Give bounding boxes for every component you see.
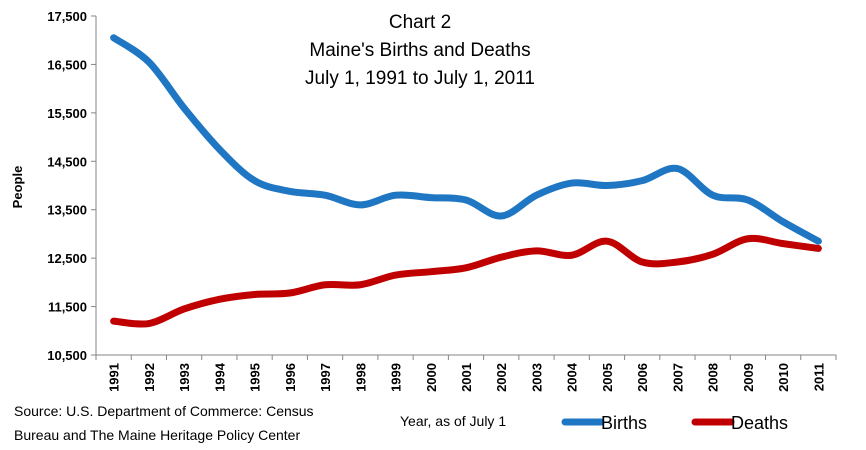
y-tick-label: 15,500 xyxy=(47,106,87,121)
x-tick-label: 2006 xyxy=(635,363,650,392)
x-tick-label: 1999 xyxy=(389,363,404,392)
x-axis-label: Year, as of July 1 xyxy=(400,413,506,429)
x-tick-label: 1991 xyxy=(107,363,122,392)
chart-title: Chart 2 Maine's Births and Deaths July 1… xyxy=(305,12,535,89)
y-tick-label: 17,500 xyxy=(47,9,87,24)
y-tick-label: 14,500 xyxy=(47,154,87,169)
x-tick-label: 1997 xyxy=(318,363,333,392)
x-tick-label: 2002 xyxy=(494,363,509,392)
chart-title-line-1: Chart 2 xyxy=(389,12,451,33)
x-tick-label: 1995 xyxy=(248,363,263,392)
y-axis-label: People xyxy=(10,166,25,209)
x-tick-label: 1998 xyxy=(353,363,368,392)
y-tick-label: 13,500 xyxy=(47,203,87,218)
x-tick-label: 2000 xyxy=(424,363,439,392)
legend-label-deaths: Deaths xyxy=(731,413,788,433)
legend: Births Deaths xyxy=(561,413,788,433)
x-tick-label: 2007 xyxy=(670,363,685,392)
x-tick-label: 1993 xyxy=(177,363,192,392)
chart-title-line-3: July 1, 1991 to July 1, 2011 xyxy=(305,68,535,89)
x-tick-label: 2005 xyxy=(600,363,615,392)
x-tick-label: 1994 xyxy=(212,362,227,392)
x-axis: 1991 1992 1993 1994 1995 1996 1997 1998 1999 2000… xyxy=(95,354,837,392)
x-tick-label: 2010 xyxy=(776,363,791,392)
series-line-deaths xyxy=(110,234,822,328)
x-tick-label: 1996 xyxy=(283,363,298,392)
y-tick-label: 12,500 xyxy=(47,251,87,266)
y-tick-label: 11,500 xyxy=(48,300,87,315)
series-layer xyxy=(110,34,822,328)
x-tick-label: 2003 xyxy=(529,363,544,392)
source-line-2: Bureau and The Maine Heritage Policy Cen… xyxy=(14,427,300,443)
source-line-1: Source: U.S. Department of Commerce: Cen… xyxy=(14,403,314,419)
y-tick-label: 16,500 xyxy=(47,57,87,72)
legend-label-births: Births xyxy=(601,413,647,433)
x-tick-label: 2001 xyxy=(459,363,474,392)
x-tick-label: 2004 xyxy=(565,362,580,392)
chart-title-line-2: Maine's Births and Deaths xyxy=(309,40,530,61)
x-tick-label: 1992 xyxy=(142,363,157,392)
y-axis: 10,500 11,500 12,500 13,500 14,500 15,500 16,5… xyxy=(47,9,97,363)
y-tick-label: 10,500 xyxy=(47,348,87,363)
x-tick-label: 2011 xyxy=(811,363,826,391)
source-note: Source: U.S. Department of Commerce: Cen… xyxy=(14,403,314,443)
x-tick-label: 2009 xyxy=(741,363,756,392)
x-tick-label: 2008 xyxy=(706,363,721,392)
